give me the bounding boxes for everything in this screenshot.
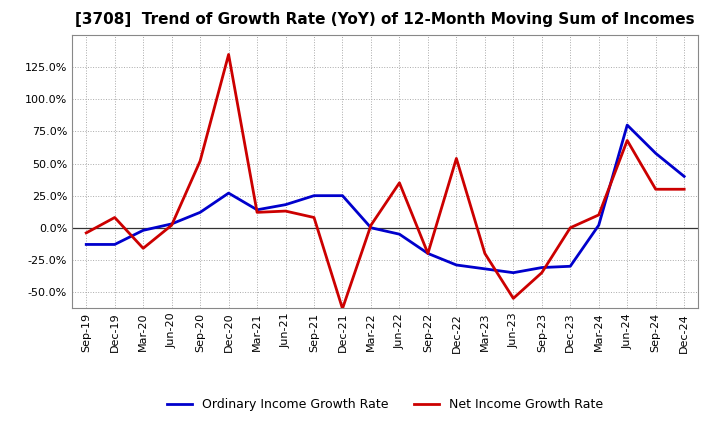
Net Income Growth Rate [480,251,489,256]
Ordinary Income Growth Rate [480,266,489,271]
Title: [3708]  Trend of Growth Rate (YoY) of 12-Month Moving Sum of Incomes: [3708] Trend of Growth Rate (YoY) of 12-… [76,12,695,27]
Net Income Growth Rate [310,215,318,220]
Ordinary Income Growth Rate [282,202,290,207]
Line: Ordinary Income Growth Rate: Ordinary Income Growth Rate [86,125,684,273]
Net Income Growth Rate [338,306,347,311]
Net Income Growth Rate [423,251,432,256]
Net Income Growth Rate [566,225,575,231]
Net Income Growth Rate [509,296,518,301]
Net Income Growth Rate [139,246,148,251]
Ordinary Income Growth Rate [310,193,318,198]
Ordinary Income Growth Rate [167,221,176,227]
Net Income Growth Rate [537,270,546,275]
Net Income Growth Rate [623,138,631,143]
Ordinary Income Growth Rate [196,210,204,215]
Ordinary Income Growth Rate [423,251,432,256]
Ordinary Income Growth Rate [253,207,261,213]
Legend: Ordinary Income Growth Rate, Net Income Growth Rate: Ordinary Income Growth Rate, Net Income … [163,393,608,416]
Ordinary Income Growth Rate [338,193,347,198]
Ordinary Income Growth Rate [395,231,404,237]
Ordinary Income Growth Rate [366,225,375,231]
Ordinary Income Growth Rate [537,265,546,270]
Net Income Growth Rate [452,156,461,161]
Net Income Growth Rate [110,215,119,220]
Net Income Growth Rate [82,230,91,235]
Net Income Growth Rate [366,223,375,228]
Ordinary Income Growth Rate [82,242,91,247]
Ordinary Income Growth Rate [623,122,631,128]
Line: Net Income Growth Rate: Net Income Growth Rate [86,55,684,308]
Net Income Growth Rate [282,209,290,214]
Ordinary Income Growth Rate [566,264,575,269]
Ordinary Income Growth Rate [225,191,233,196]
Ordinary Income Growth Rate [595,223,603,228]
Net Income Growth Rate [595,212,603,217]
Net Income Growth Rate [253,210,261,215]
Ordinary Income Growth Rate [652,150,660,156]
Ordinary Income Growth Rate [509,270,518,275]
Ordinary Income Growth Rate [110,242,119,247]
Net Income Growth Rate [680,187,688,192]
Net Income Growth Rate [395,180,404,186]
Net Income Growth Rate [652,187,660,192]
Net Income Growth Rate [167,223,176,228]
Net Income Growth Rate [225,52,233,57]
Ordinary Income Growth Rate [452,262,461,268]
Ordinary Income Growth Rate [680,174,688,179]
Net Income Growth Rate [196,158,204,164]
Ordinary Income Growth Rate [139,227,148,233]
